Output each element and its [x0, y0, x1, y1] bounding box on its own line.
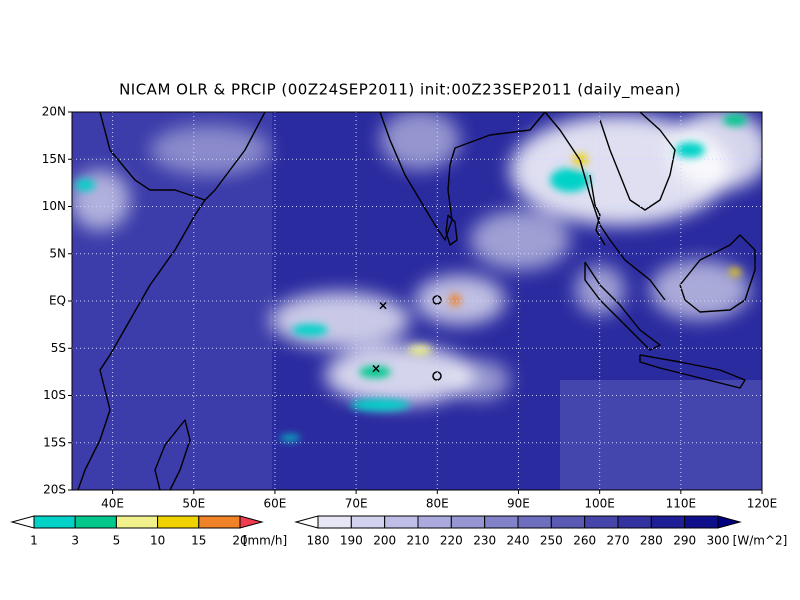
colorbar-box: [33, 515, 76, 529]
colorbar-box: [684, 515, 719, 529]
colorbar-label: 15: [191, 534, 206, 548]
colorbar-label: 20: [232, 534, 247, 548]
colorbar-end: [10, 515, 35, 529]
colorbar-label: 240: [507, 534, 530, 548]
chart-title: NICAM OLR & PRCIP (00Z24SEP2011) init:00…: [119, 81, 681, 100]
colorbar-unit: [W/m^2]: [733, 534, 788, 548]
colorbar-box: [417, 515, 452, 529]
lat-label: 5S: [51, 341, 66, 355]
lat-label: 15N: [42, 152, 66, 166]
colorbar-box: [384, 515, 419, 529]
colorbar-label: 200: [373, 534, 396, 548]
colorbar-end: [717, 515, 742, 529]
colorbar-label: 270: [607, 534, 630, 548]
colorbar-box: [115, 515, 159, 529]
colorbar-label: 260: [573, 534, 596, 548]
lon-label: 60E: [264, 497, 287, 511]
colorbar-box: [450, 515, 486, 529]
lon-label: 90E: [507, 497, 530, 511]
colorbar-box: [517, 515, 552, 529]
colorbar-label: 220: [440, 534, 463, 548]
colorbar-box: [617, 515, 652, 529]
lat-label: EQ: [49, 294, 66, 308]
colorbar-label: 250: [540, 534, 563, 548]
colorbar-unit: [mm/h]: [243, 534, 287, 548]
colorbar-box: [198, 515, 241, 529]
colorbar-label: 210: [407, 534, 430, 548]
colorbar-box: [550, 515, 586, 529]
colorbar-box: [317, 515, 352, 529]
lat-label: 15S: [43, 435, 66, 449]
colorbar-box: [650, 515, 686, 529]
colorbar-box: [584, 515, 619, 529]
lon-label: 100E: [584, 497, 615, 511]
colorbar-box: [350, 515, 386, 529]
svg-text:×: ×: [371, 362, 381, 376]
lon-label: 40E: [101, 497, 124, 511]
lon-label: 120E: [747, 497, 778, 511]
colorbar-box: [74, 515, 117, 529]
colorbar-end: [294, 515, 319, 529]
lat-label: 10N: [42, 199, 66, 213]
lon-label: 50E: [182, 497, 205, 511]
colorbar-label: 300: [707, 534, 730, 548]
colorbar-label: 1: [30, 534, 38, 548]
lon-label: 110E: [666, 497, 697, 511]
lat-label: 5N: [49, 246, 66, 260]
colorbar-label: 5: [113, 534, 121, 548]
colorbar-label: 180: [307, 534, 330, 548]
colorbar-box: [484, 515, 519, 529]
svg-text:×: ×: [378, 299, 388, 313]
colorbar-label: 280: [640, 534, 663, 548]
colorbar-end: [239, 515, 264, 529]
colorbar-label: 3: [71, 534, 79, 548]
colorbar-box: [157, 515, 200, 529]
lon-label: 80E: [426, 497, 449, 511]
colorbar-label: 230: [473, 534, 496, 548]
map-field: × ×: [72, 112, 762, 490]
lat-label: 20S: [43, 483, 66, 497]
lat-label: 10S: [43, 388, 66, 402]
colorbar-label: 10: [150, 534, 165, 548]
colorbar-label: 190: [340, 534, 363, 548]
colorbar-label: 290: [673, 534, 696, 548]
lon-label: 70E: [345, 497, 368, 511]
lat-label: 20N: [42, 105, 66, 119]
